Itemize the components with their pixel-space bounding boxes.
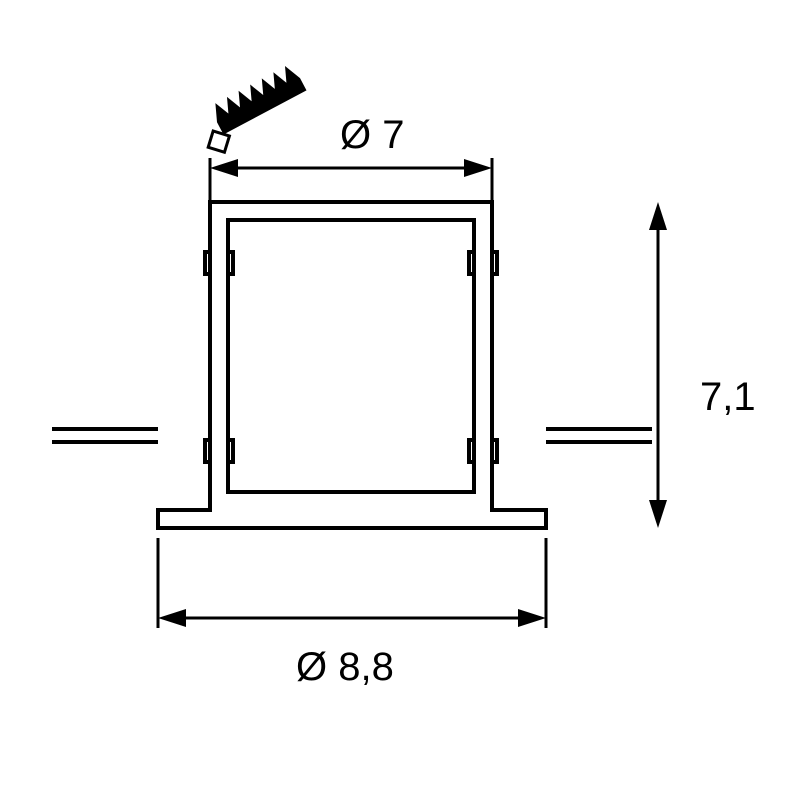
arrowhead [464,159,492,177]
dimension-label-flange: Ø 8,8 [296,645,394,689]
saw-blade [211,65,305,133]
fixture-inner-cavity [228,220,474,492]
saw-handle [208,131,229,152]
arrowhead [158,609,186,627]
arrowhead [649,500,667,528]
dimension-label-height: 7,1 [700,375,756,419]
arrowhead [518,609,546,627]
technical-drawing: Ø 7 Ø 8,8 7,1 [0,0,800,800]
dimension-label-cutout: Ø 7 [340,113,404,157]
arrowhead [649,202,667,230]
arrowhead [210,159,238,177]
hole-saw-icon [193,65,314,158]
fixture-outer-outline [158,202,546,528]
